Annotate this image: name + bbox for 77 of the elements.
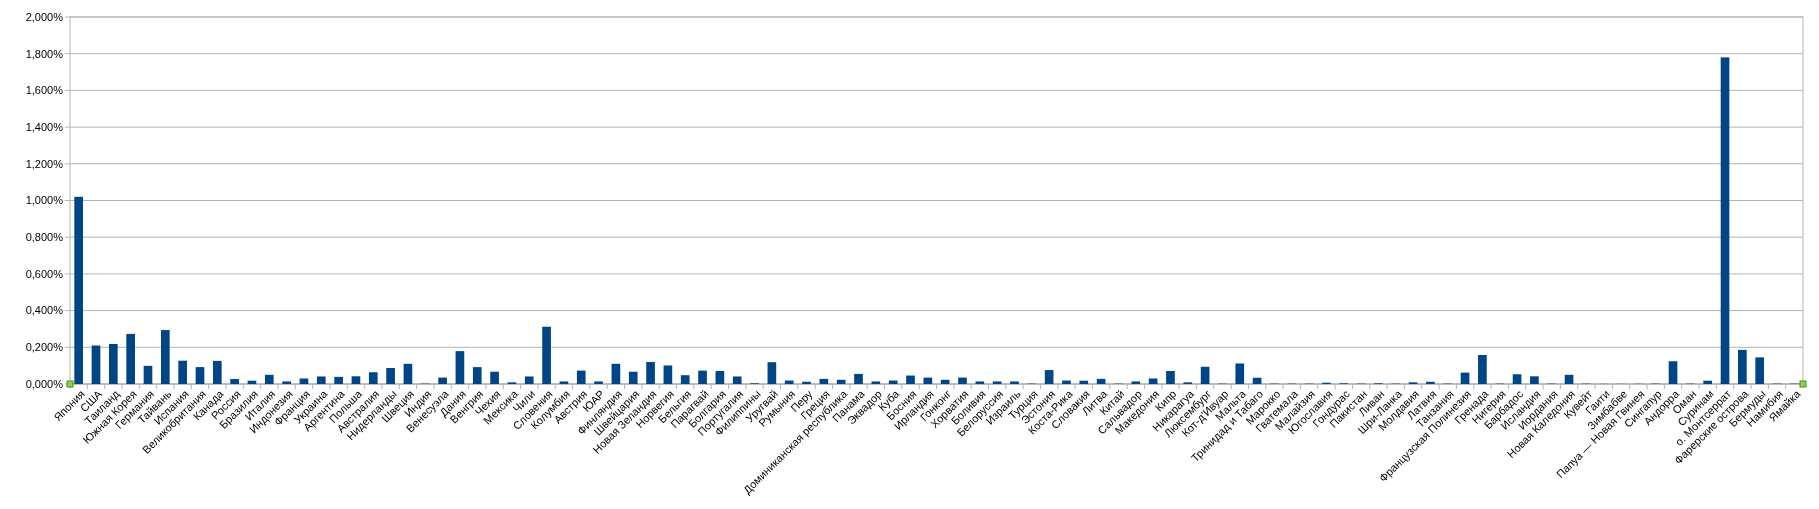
bar xyxy=(74,196,83,384)
bar xyxy=(1478,355,1487,384)
bar xyxy=(1564,374,1574,384)
bar xyxy=(1062,380,1071,384)
bar xyxy=(1079,380,1089,384)
bar xyxy=(178,360,187,384)
bar xyxy=(1235,363,1245,384)
bar xyxy=(1200,366,1210,384)
bar xyxy=(888,380,898,384)
bar xyxy=(594,381,603,384)
y-tick-label: 1,400% xyxy=(25,120,64,133)
bar xyxy=(160,330,170,384)
bar xyxy=(576,370,586,384)
bar xyxy=(680,375,690,384)
y-tick-label: 1,800% xyxy=(25,47,64,60)
y-tick-label: 1,600% xyxy=(25,84,64,97)
bar xyxy=(628,371,638,384)
bar xyxy=(230,379,239,384)
bar xyxy=(126,333,135,384)
bar xyxy=(1703,380,1713,384)
bar xyxy=(663,365,673,384)
bar xyxy=(403,363,413,384)
y-tick-label: 1,200% xyxy=(25,157,64,170)
bar xyxy=(299,378,309,384)
bar xyxy=(767,362,777,384)
bar xyxy=(438,377,447,384)
bar xyxy=(1720,57,1730,384)
bar xyxy=(611,363,621,384)
bar xyxy=(836,379,846,384)
bar xyxy=(282,381,291,384)
bar xyxy=(212,360,222,384)
bar xyxy=(802,381,811,384)
bar xyxy=(264,374,274,384)
bar xyxy=(351,376,361,384)
bar xyxy=(143,365,153,384)
y-tick-label: 0,600% xyxy=(25,267,64,280)
bar xyxy=(108,344,118,384)
bar xyxy=(316,376,326,384)
bar xyxy=(334,376,343,384)
bar xyxy=(524,376,534,384)
bar xyxy=(195,367,205,384)
y-tick-label: 0,200% xyxy=(25,341,64,354)
bar xyxy=(91,345,101,384)
bar xyxy=(1512,374,1522,384)
bar xyxy=(1166,370,1175,384)
bar xyxy=(975,381,985,384)
bar xyxy=(1755,357,1765,384)
bar xyxy=(1148,378,1158,384)
bar xyxy=(1426,381,1435,384)
bar xyxy=(715,370,725,384)
bar xyxy=(1010,381,1019,384)
bar xyxy=(1530,376,1539,384)
bar xyxy=(732,376,742,384)
bar xyxy=(368,372,378,384)
bar xyxy=(472,367,482,384)
bar xyxy=(871,381,881,384)
y-tick-label: 0,000% xyxy=(25,377,64,390)
bar xyxy=(1668,361,1678,384)
bar xyxy=(854,373,863,384)
bar xyxy=(698,370,707,384)
bar xyxy=(1738,349,1747,384)
bar xyxy=(386,368,395,384)
y-tick-label: 1,000% xyxy=(25,194,64,207)
bar xyxy=(906,375,915,384)
bar xyxy=(784,380,794,384)
bar xyxy=(1131,381,1141,384)
bar xyxy=(490,371,499,384)
bar xyxy=(455,351,465,384)
y-tick-label: 0,400% xyxy=(25,304,64,317)
bar xyxy=(992,381,1002,384)
bar xyxy=(958,377,967,384)
bar xyxy=(559,381,569,384)
bar xyxy=(646,361,655,384)
y-tick-label: 2,000% xyxy=(25,10,64,23)
bar xyxy=(542,326,551,384)
bar xyxy=(1044,370,1054,384)
y-tick-label: 0,800% xyxy=(25,231,64,244)
